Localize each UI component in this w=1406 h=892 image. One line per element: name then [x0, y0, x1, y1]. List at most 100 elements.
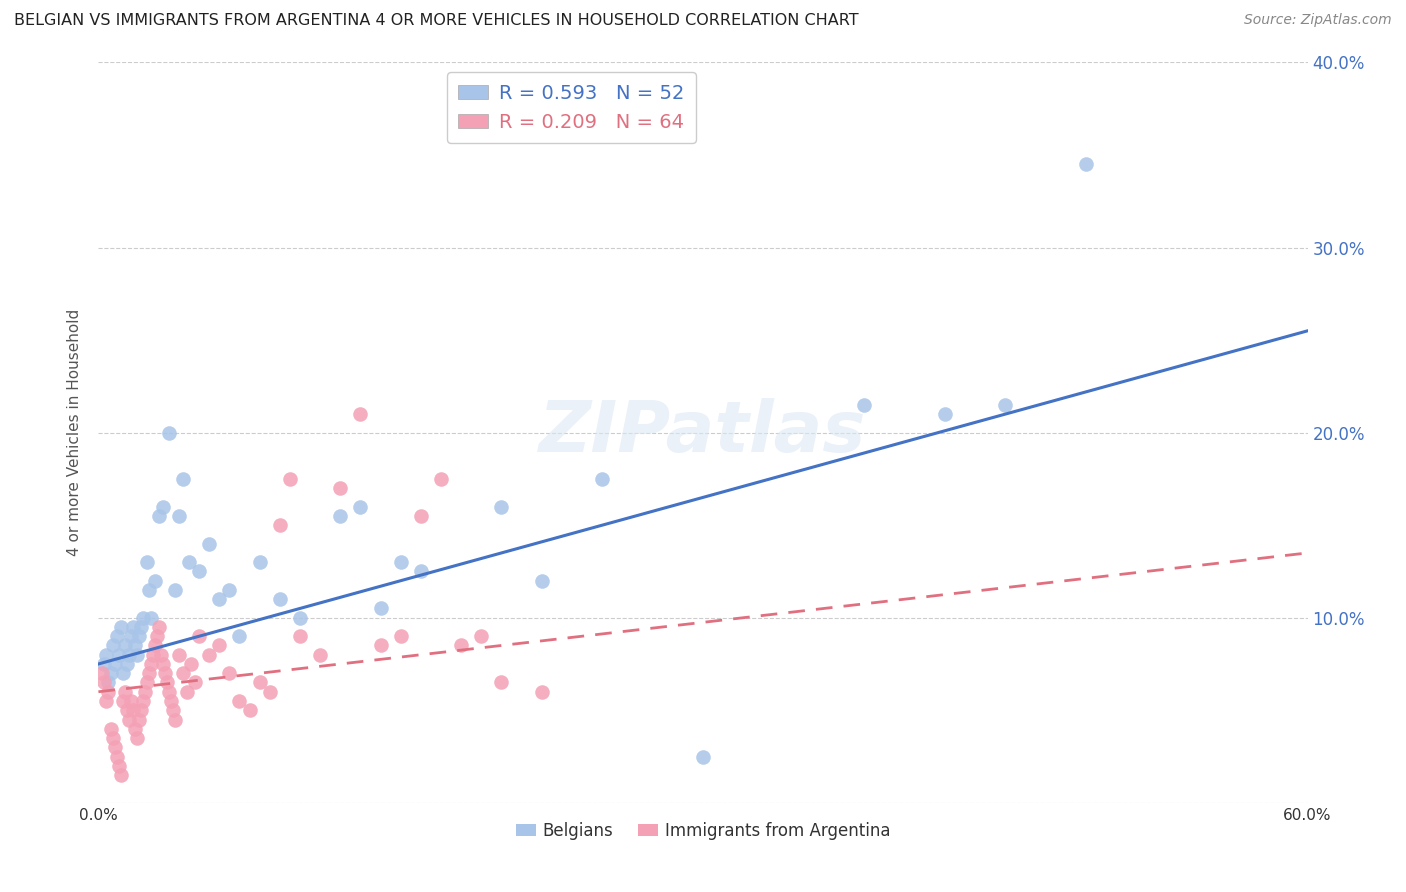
Point	[692, 749, 714, 764]
Point	[129, 620, 152, 634]
Point	[148, 508, 170, 523]
Point	[110, 768, 132, 782]
Point	[198, 536, 221, 550]
Point	[153, 666, 176, 681]
Point	[198, 648, 221, 662]
Point	[135, 675, 157, 690]
Point	[103, 740, 125, 755]
Point	[188, 629, 211, 643]
Point	[228, 694, 250, 708]
Point	[349, 407, 371, 421]
Point	[162, 703, 184, 717]
Point	[167, 648, 190, 662]
Point	[188, 565, 211, 579]
Point	[138, 582, 160, 597]
Point	[853, 398, 876, 412]
Point	[470, 629, 492, 643]
Point	[430, 472, 453, 486]
Point	[96, 694, 118, 708]
Point	[91, 666, 114, 681]
Point	[110, 620, 132, 634]
Point	[100, 722, 122, 736]
Point	[409, 508, 432, 523]
Point	[370, 601, 392, 615]
Point	[278, 472, 301, 486]
Point	[218, 582, 240, 597]
Point	[143, 639, 166, 653]
Point	[118, 648, 141, 662]
Point	[97, 675, 120, 690]
Point	[228, 629, 250, 643]
Point	[450, 639, 472, 653]
Point	[118, 713, 141, 727]
Point	[125, 731, 148, 745]
Point	[132, 610, 155, 624]
Point	[172, 472, 194, 486]
Point	[994, 398, 1017, 412]
Point	[107, 758, 129, 772]
Point	[139, 657, 162, 671]
Point	[530, 574, 553, 588]
Point	[309, 648, 332, 662]
Point	[132, 694, 155, 708]
Point	[409, 565, 432, 579]
Point	[389, 555, 412, 569]
Point	[139, 610, 162, 624]
Point	[157, 425, 180, 440]
Point	[329, 508, 352, 523]
Point	[128, 713, 150, 727]
Legend: Belgians, Immigrants from Argentina: Belgians, Immigrants from Argentina	[509, 815, 897, 847]
Point	[329, 481, 352, 495]
Point	[163, 713, 186, 727]
Point	[115, 703, 138, 717]
Point	[101, 731, 124, 745]
Point	[134, 685, 156, 699]
Point	[349, 500, 371, 514]
Point	[111, 694, 134, 708]
Point	[208, 639, 231, 653]
Point	[180, 657, 202, 671]
Point	[138, 666, 160, 681]
Point	[120, 629, 142, 643]
Point	[105, 749, 128, 764]
Point	[239, 703, 262, 717]
Point	[120, 694, 142, 708]
Point	[129, 703, 152, 717]
Point	[184, 675, 207, 690]
Point	[128, 629, 150, 643]
Text: ZIPatlas: ZIPatlas	[540, 398, 866, 467]
Point	[107, 648, 129, 662]
Point	[591, 472, 613, 486]
Point	[146, 629, 169, 643]
Point	[179, 555, 201, 569]
Point	[125, 648, 148, 662]
Point	[218, 666, 240, 681]
Point	[491, 675, 513, 690]
Point	[208, 592, 231, 607]
Point	[163, 582, 186, 597]
Point	[167, 508, 190, 523]
Point	[370, 639, 392, 653]
Point	[176, 685, 198, 699]
Point	[124, 722, 146, 736]
Point	[288, 629, 311, 643]
Point	[249, 555, 271, 569]
Point	[93, 675, 115, 690]
Point	[1074, 157, 1097, 171]
Point	[288, 610, 311, 624]
Point	[249, 675, 271, 690]
Point	[115, 657, 138, 671]
Point	[149, 648, 172, 662]
Point	[143, 574, 166, 588]
Point	[93, 657, 115, 671]
Point	[152, 657, 174, 671]
Point	[142, 648, 165, 662]
Point	[111, 666, 134, 681]
Point	[530, 685, 553, 699]
Point	[160, 694, 183, 708]
Point	[124, 639, 146, 653]
Point	[97, 685, 120, 699]
Point	[269, 592, 291, 607]
Point	[269, 518, 291, 533]
Point	[491, 500, 513, 514]
